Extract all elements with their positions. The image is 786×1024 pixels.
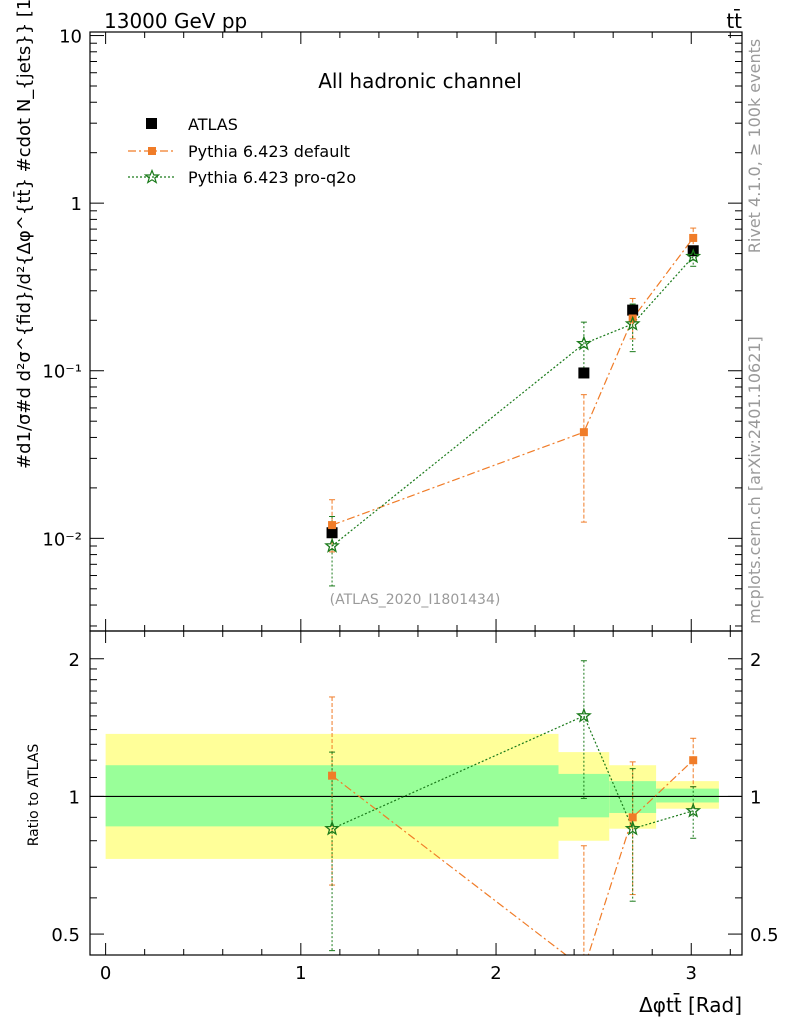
ratio-tick-label: 0.5 xyxy=(51,925,80,946)
y-axis-title: #d1/σ#d d²σ^{fid}/d²{Δφ^{tt̄} #cdot N_{j… xyxy=(13,0,35,469)
y-tick-label: 10⁻² xyxy=(42,529,82,550)
y-tick-label: 10 xyxy=(59,27,82,48)
ratio-tick-label-right: 2 xyxy=(750,650,761,671)
process-label: tt̄ xyxy=(726,8,742,33)
energy-label: 13000 GeV pp xyxy=(104,9,247,33)
ratio-default-point xyxy=(689,756,698,765)
legend-proq2o-label: Pythia 6.423 pro-q2o xyxy=(188,168,356,187)
ratio-tick-label: 2 xyxy=(69,650,80,671)
analysis-label: (ATLAS_2020_I1801434) xyxy=(330,592,501,608)
ratio-proq2o-point xyxy=(324,820,340,836)
ratio-proq2o-point xyxy=(685,802,702,818)
axis-tick-labels: 0 1 2 3 10⁻² 10⁻¹ 1 10 0.5 0.5 1 1 2 2 xyxy=(42,27,778,984)
ratio-y-axis-title: Ratio to ATLAS xyxy=(26,744,42,847)
chart-title: All hadronic channel xyxy=(318,69,522,93)
rivet-label: Rivet 4.1.0, ≥ 100k events xyxy=(745,39,764,253)
ratio-plot-frame xyxy=(89,630,743,956)
x-tick-label: 2 xyxy=(490,963,501,984)
ratio-default-point xyxy=(328,771,337,780)
legend-atlas-marker xyxy=(146,118,157,129)
ratio-tick-label-right: 0.5 xyxy=(750,925,779,946)
ratio-proq2o-line xyxy=(331,715,694,830)
ratio-band-green xyxy=(656,788,719,803)
ratio-tick-label: 1 xyxy=(69,787,80,808)
axis-ticks xyxy=(90,32,742,955)
atlas-point xyxy=(578,367,590,379)
ratio-band-green xyxy=(558,773,610,818)
x-tick-label: 3 xyxy=(686,963,697,984)
ratio-bands xyxy=(90,733,742,859)
x-axis-title: Δφtt̄ [Rad] xyxy=(639,992,742,1017)
proq2o-point xyxy=(575,335,592,351)
legend-default-label: Pythia 6.423 default xyxy=(188,142,350,161)
legend-default-marker xyxy=(148,147,156,155)
proq2o-point xyxy=(324,537,340,553)
ratio-proq2o-point xyxy=(624,820,641,836)
x-tick-label: 1 xyxy=(295,963,306,984)
atlas-point xyxy=(326,527,338,539)
ratio-series xyxy=(324,660,702,973)
legend-proq2o-marker xyxy=(143,168,161,184)
legend: ATLAS Pythia 6.423 default Pythia 6.423 … xyxy=(128,115,356,187)
default-point xyxy=(328,521,337,530)
ratio-default-point xyxy=(580,965,588,973)
ratio-default-line xyxy=(331,759,694,955)
default-point xyxy=(579,428,588,437)
ratio-default-point xyxy=(628,813,637,822)
atlas-point xyxy=(627,304,639,316)
y-tick-label: 1 xyxy=(71,194,82,215)
series-proq2o-line xyxy=(331,256,694,547)
legend-atlas-label: ATLAS xyxy=(188,115,238,134)
y-tick-label: 10⁻¹ xyxy=(42,362,82,383)
ratio-tick-label-right: 1 xyxy=(750,787,761,808)
default-point xyxy=(689,233,698,242)
proq2o-point xyxy=(624,315,641,331)
x-tick-label: 0 xyxy=(100,963,111,984)
ratio-proq2o-point xyxy=(575,707,592,723)
main-series xyxy=(324,227,702,587)
series-default-line xyxy=(331,237,694,526)
proq2o-point xyxy=(685,248,702,264)
site-label: mcplots.cern.ch [arXiv:2401.10621] xyxy=(745,336,764,624)
